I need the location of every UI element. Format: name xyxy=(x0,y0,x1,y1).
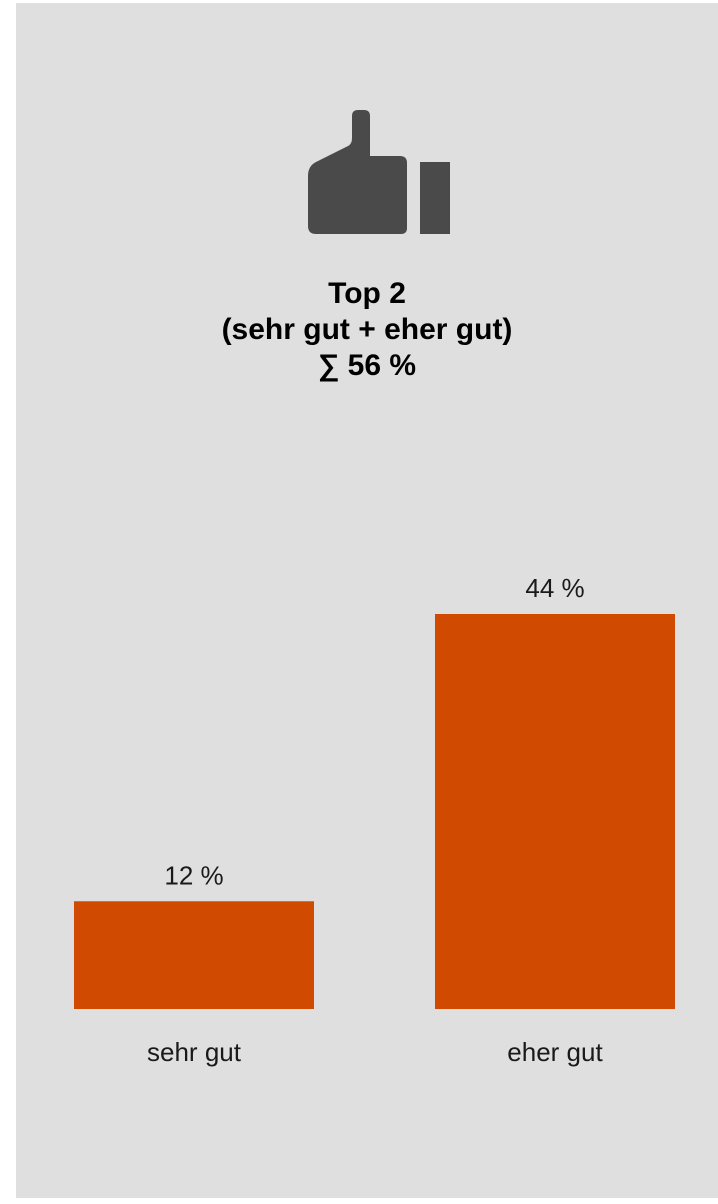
category-label-2: eher gut xyxy=(507,1037,603,1067)
headline: Top 2 (sehr gut + eher gut) ∑ 56 % xyxy=(16,276,718,384)
data-label-2: 44 % xyxy=(525,573,584,603)
headline-title: Top 2 xyxy=(328,277,406,310)
thumbs-up-icon xyxy=(308,110,450,234)
bar-2 xyxy=(435,614,675,1009)
headline-sum: ∑ 56 % xyxy=(317,349,417,382)
headline-subtitle: (sehr gut + eher gut) xyxy=(221,313,513,346)
bar-1 xyxy=(74,901,314,1009)
category-label-1: sehr gut xyxy=(147,1037,242,1067)
data-label-1: 12 % xyxy=(164,860,223,890)
